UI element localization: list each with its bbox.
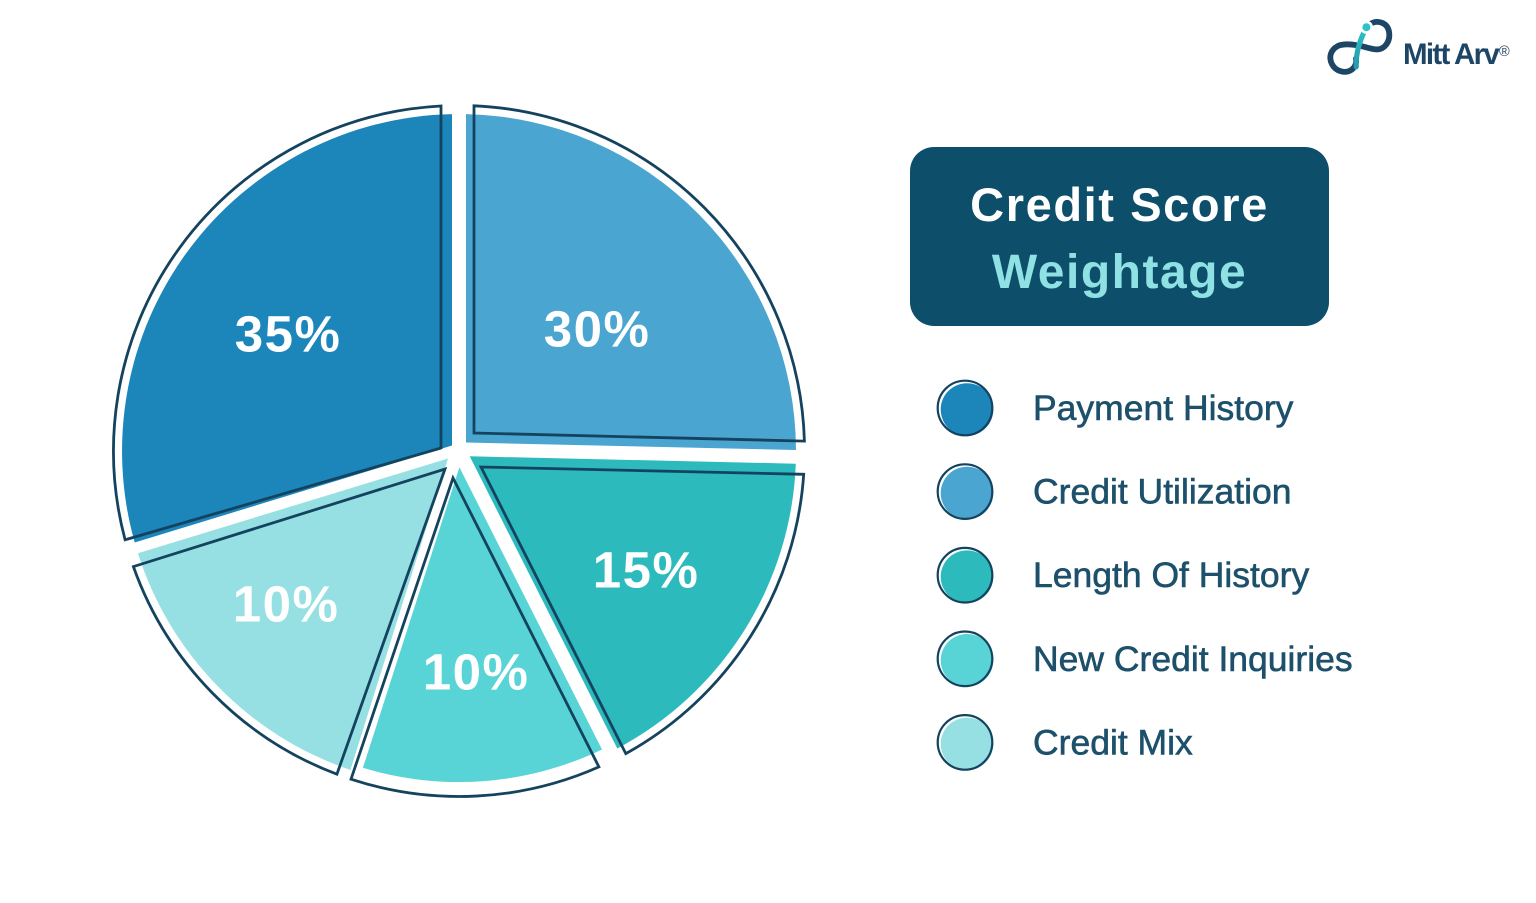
- svg-text:New Credit Inquiries: New Credit Inquiries: [1033, 639, 1353, 679]
- svg-text:Payment History: Payment History: [1033, 388, 1294, 428]
- svg-text:Length Of History: Length Of History: [1033, 555, 1309, 595]
- svg-text:Credit Mix: Credit Mix: [1033, 722, 1193, 762]
- svg-text:Credit Utilization: Credit Utilization: [1033, 472, 1291, 512]
